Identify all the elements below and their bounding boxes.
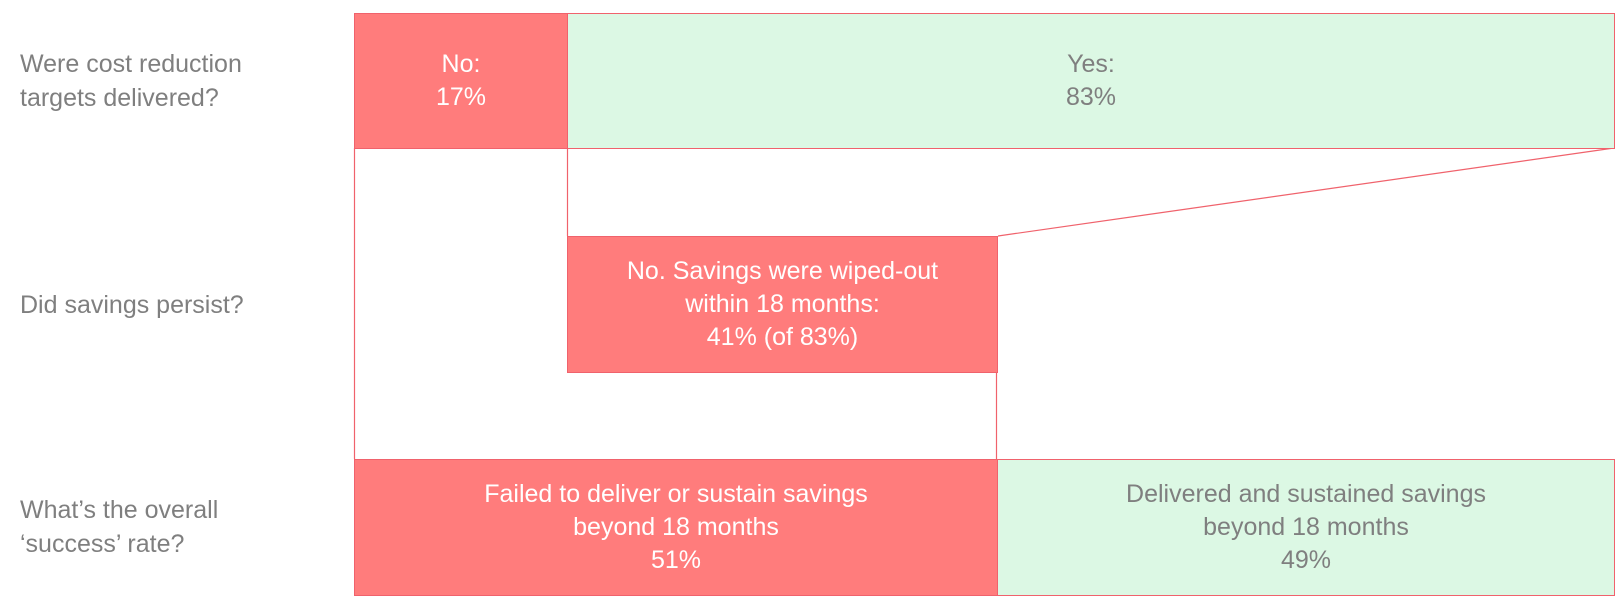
question-success-rate: What’s the overall ‘success’ rate? xyxy=(20,493,320,561)
box-value: 51% xyxy=(650,546,702,574)
box-label: Yes: xyxy=(1067,50,1115,78)
box-label: Failed to deliver or sustain savings xyxy=(484,480,868,508)
connector-yes-right-to-wiped xyxy=(997,147,1615,237)
box-value: 83% xyxy=(1065,83,1117,111)
box-label: Delivered and sustained savings xyxy=(1126,480,1486,508)
question-line: What’s the overall xyxy=(20,496,219,524)
box-delivered: Yes: 83% xyxy=(567,13,1615,149)
question-targets-delivered: Were cost reduction targets delivered? xyxy=(20,47,320,115)
question-savings-persist: Did savings persist? xyxy=(20,288,320,322)
box-label: within 18 months: xyxy=(685,290,880,318)
question-line: ‘success’ rate? xyxy=(20,530,185,558)
box-failed-overall: Failed to deliver or sustain savings bey… xyxy=(354,459,998,596)
box-label: beyond 18 months xyxy=(1203,513,1409,541)
box-label: beyond 18 months xyxy=(573,513,779,541)
question-line: Were cost reduction xyxy=(20,50,242,78)
box-value: 41% (of 83%) xyxy=(706,323,859,351)
box-value: 49% xyxy=(1280,546,1332,574)
box-succeeded-overall: Delivered and sustained savings beyond 1… xyxy=(997,459,1615,596)
box-savings-wiped-out: No. Savings were wiped-out within 18 mon… xyxy=(567,236,998,373)
box-value: 17% xyxy=(435,83,487,111)
box-label: No. Savings were wiped-out xyxy=(626,257,939,285)
question-line: targets delivered? xyxy=(20,84,219,112)
box-not-delivered: No: 17% xyxy=(354,13,568,149)
box-label: No: xyxy=(441,50,481,78)
question-line: Did savings persist? xyxy=(20,291,244,319)
